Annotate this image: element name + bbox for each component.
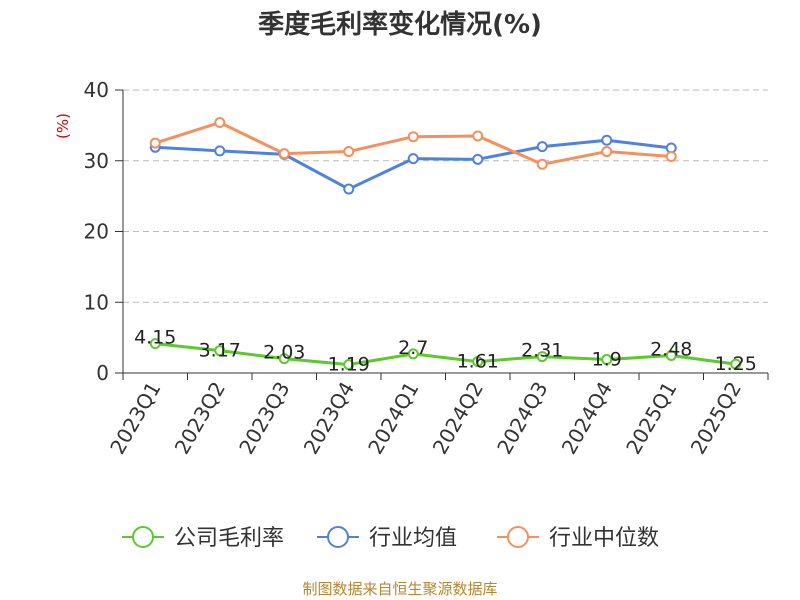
data-point: [730, 358, 742, 370]
data-label: 4.15: [134, 327, 176, 349]
legend-swatch-marker: [132, 526, 154, 548]
x-tick-label: 2023Q2: [170, 378, 230, 459]
series-layer: [149, 117, 742, 371]
y-tick-label: 30: [84, 149, 109, 173]
legend-label: 行业中位数: [549, 526, 659, 551]
data-point: [472, 130, 484, 142]
data-label: 3.17: [199, 340, 241, 362]
series-line: [155, 342, 736, 367]
data-point: [278, 148, 290, 160]
legend-swatch-marker: [507, 526, 529, 548]
data-label: 2.03: [263, 342, 305, 364]
x-tick-label: 2025Q1: [621, 378, 681, 459]
y-tick-label: 20: [84, 220, 109, 244]
data-label: 1.9: [592, 349, 622, 371]
data-point: [665, 151, 677, 163]
data-point: [407, 348, 419, 360]
data-point: [343, 359, 355, 371]
data-label: 2.31: [521, 340, 563, 362]
x-tick-label: 2025Q2: [686, 378, 746, 459]
legend-swatch-marker: [327, 526, 349, 548]
data-point: [601, 354, 613, 366]
x-tick-label: 2024Q4: [557, 378, 617, 459]
data-point: [149, 338, 161, 350]
legend-label: 行业均值: [369, 526, 457, 551]
data-point: [601, 134, 613, 146]
source-note: 制图数据来自恒生聚源数据库: [302, 580, 498, 598]
data-label: 2.7: [398, 337, 428, 359]
data-label: 1.19: [328, 354, 370, 376]
data-point: [536, 141, 548, 153]
y-tick-label: 40: [84, 78, 109, 102]
data-point: [601, 146, 613, 158]
x-tick-label: 2023Q3: [234, 378, 294, 459]
legend-label: 公司毛利率: [174, 526, 284, 551]
data-point: [149, 137, 161, 149]
data-label: 1.25: [715, 353, 757, 375]
data-point: [343, 183, 355, 195]
grid-layer: [123, 89, 768, 303]
x-tick-label: 2024Q2: [428, 378, 488, 459]
y-tick-label: 10: [84, 290, 109, 314]
data-point: [214, 117, 226, 129]
data-point: [343, 146, 355, 158]
legend: 公司毛利率 行业均值 行业中位数: [122, 526, 659, 551]
chart-title: 季度毛利率变化情况(%): [258, 10, 542, 40]
y-axis-label: (%): [54, 113, 72, 139]
data-point: [407, 131, 419, 143]
data-point: [472, 356, 484, 368]
x-tick-label: 2023Q4: [299, 378, 359, 459]
y-tick-label: 0: [96, 361, 109, 385]
data-point: [214, 145, 226, 157]
x-tick-label: 2024Q3: [492, 378, 552, 459]
x-tick-label: 2023Q1: [105, 378, 165, 459]
data-point: [214, 345, 226, 357]
data-point: [278, 353, 290, 365]
data-label: 2.48: [650, 338, 692, 360]
data-point: [536, 158, 548, 170]
data-label: 1.61: [457, 351, 499, 373]
data-label-layer: 4.15 3.17 2.03 1.19 2.7 1.61 2.31 1.9 2.48 1.25: [134, 327, 757, 376]
data-point: [472, 153, 484, 165]
x-tick-label: 2024Q1: [363, 378, 423, 459]
data-point: [536, 351, 548, 363]
data-point: [665, 349, 677, 361]
data-point: [407, 153, 419, 165]
series-line: [155, 138, 672, 191]
